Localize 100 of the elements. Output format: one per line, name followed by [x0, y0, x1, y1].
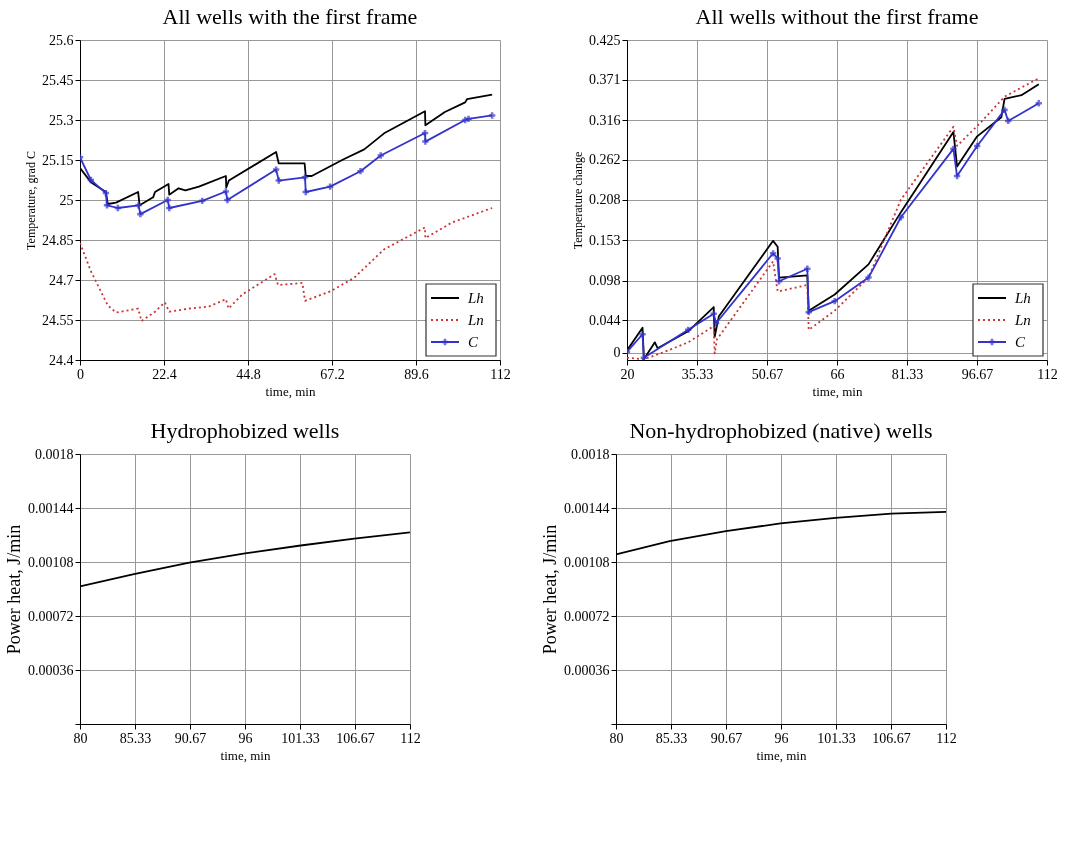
point [164, 196, 171, 204]
y-tick-label: 25.15 [42, 152, 74, 168]
x-axis-title: time, min [756, 747, 807, 763]
y-tick-label: 0.0018 [35, 446, 74, 462]
x-tick-label: 96.67 [961, 366, 994, 382]
y-tick-label: 25.6 [49, 32, 74, 48]
chart-title: All wells without the first frame [695, 4, 979, 29]
point [831, 297, 838, 305]
x-tick-label: 96 [238, 730, 253, 746]
point [639, 331, 646, 338]
x-tick-label: 90.67 [710, 730, 743, 746]
y-tick-label: 0.00108 [564, 554, 610, 570]
x-tick-label: 101.33 [817, 730, 856, 746]
point [377, 152, 384, 159]
legend-label: C [1015, 334, 1026, 350]
point [488, 112, 496, 119]
legend-label: Ln [1014, 312, 1031, 328]
point [804, 265, 811, 272]
point [302, 188, 309, 196]
chart-title: All wells with the first frame [162, 4, 418, 29]
y-tick-label: 0.371 [589, 72, 621, 88]
y-tick-label: 24.7 [49, 272, 74, 288]
y-tick-label: 0.00072 [28, 608, 74, 624]
legend-label: Lh [1014, 290, 1031, 306]
x-tick-label: 89.6 [404, 366, 429, 382]
y-axis-title: Temperature, grad C [24, 151, 38, 250]
y-tick-label: 0.0018 [571, 446, 610, 462]
x-tick-label: 96 [774, 730, 789, 746]
x-tick-label: 106.67 [336, 730, 375, 746]
x-tick-label: 106.67 [872, 730, 911, 746]
point [465, 115, 472, 123]
y-tick-label: 25.3 [49, 112, 74, 128]
y-tick-label: 0.00144 [28, 500, 74, 516]
x-tick-label: 50.67 [751, 366, 784, 382]
point [357, 168, 364, 175]
y-tick-label: 0.00108 [28, 554, 74, 570]
y-tick-label: 24.85 [42, 232, 74, 248]
point [275, 177, 282, 184]
legend-label: C [468, 334, 479, 350]
point [222, 188, 230, 195]
point [272, 166, 280, 173]
x-axis-title: time, min [220, 747, 271, 763]
point [103, 202, 111, 209]
x-tick-label: 80 [609, 730, 624, 746]
point [769, 250, 777, 257]
legend-label: Ln [467, 312, 484, 328]
point [774, 255, 781, 262]
legend-label: Lh [467, 290, 484, 306]
point [422, 138, 429, 145]
y-tick-label: 0.098 [589, 273, 621, 289]
point [137, 210, 144, 218]
y-tick-label: 25 [59, 192, 74, 208]
y-tick-label: 0.00144 [564, 500, 610, 516]
x-tick-label: 35.33 [681, 366, 714, 382]
x-axis-title: time, min [265, 383, 316, 399]
x-tick-label: 101.33 [281, 730, 320, 746]
point [1035, 100, 1042, 107]
y-tick-label: 24.55 [42, 312, 74, 328]
x-tick-label: 44.8 [236, 366, 261, 382]
x-tick-label: 112 [400, 730, 421, 746]
x-tick-label: 20 [620, 366, 635, 382]
y-tick-label: 0.044 [589, 312, 621, 328]
point [950, 145, 957, 153]
x-tick-label: 80 [73, 730, 88, 746]
point [1001, 106, 1008, 114]
y-tick-label: 0.00036 [28, 662, 74, 678]
y-tick-label: 0.00072 [564, 608, 610, 624]
y-axis-title: Temperature change [571, 151, 585, 250]
x-tick-label: 0 [77, 366, 84, 382]
point [166, 204, 173, 212]
y-tick-label: 24.4 [49, 352, 74, 368]
y-tick-label: 0.208 [589, 192, 621, 208]
x-tick-label: 112 [490, 366, 511, 382]
chart-title: Hydrophobized wells [150, 418, 340, 443]
x-tick-label: 112 [936, 730, 957, 746]
x-tick-label: 90.67 [174, 730, 207, 746]
point [301, 174, 309, 181]
x-tick-label: 67.2 [320, 366, 345, 382]
y-tick-label: 0.00036 [564, 662, 610, 678]
y-tick-label: 0.153 [589, 232, 621, 248]
point [710, 310, 717, 317]
x-tick-label: 112 [1037, 366, 1058, 382]
x-tick-label: 81.33 [891, 366, 924, 382]
point [326, 183, 334, 190]
x-axis-title: time, min [812, 383, 863, 399]
point [805, 309, 812, 316]
point [135, 202, 142, 209]
point [199, 197, 206, 204]
point [897, 214, 905, 221]
point [775, 278, 783, 285]
y-axis-title: Power heat, J/min [540, 524, 560, 655]
y-tick-label: 0.262 [589, 152, 621, 168]
y-tick-label: 0 [613, 345, 621, 361]
x-tick-label: 66 [830, 366, 845, 382]
y-tick-label: 0.316 [589, 112, 621, 128]
point [865, 274, 872, 281]
x-tick-label: 22.4 [152, 366, 177, 382]
chart-title: Non-hydrophobized (native) wells [629, 418, 933, 443]
x-tick-label: 85.33 [655, 730, 688, 746]
y-tick-label: 0.425 [589, 32, 621, 48]
